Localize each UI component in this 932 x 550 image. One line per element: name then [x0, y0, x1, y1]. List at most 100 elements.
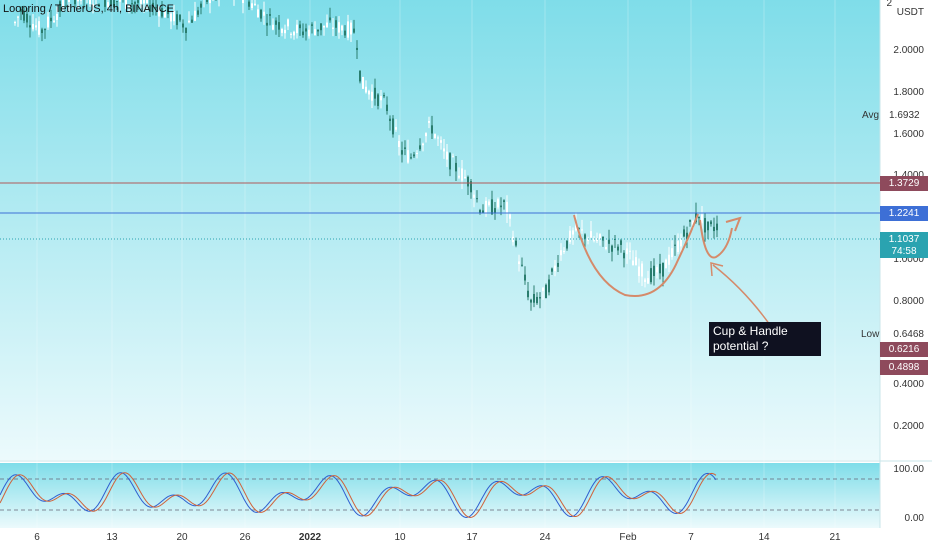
candle-body: [506, 201, 508, 213]
candle-body: [389, 118, 391, 121]
price-tick: 0.2000: [893, 421, 924, 432]
candle-body: [266, 22, 268, 26]
candle-body: [173, 11, 175, 22]
candle-body: [275, 20, 277, 25]
price-tick: 2.0000: [893, 45, 924, 56]
time-tick: 10: [394, 532, 406, 543]
candle-body: [17, 16, 19, 18]
avg-label: Avg: [862, 110, 880, 121]
candle-body: [53, 20, 55, 23]
candle-body: [368, 90, 370, 95]
candle-body: [137, 0, 139, 3]
candle-body: [341, 25, 343, 31]
candle-body: [644, 279, 646, 283]
candle-body: [254, 3, 256, 5]
candle-body: [620, 240, 622, 245]
candle-body: [452, 156, 454, 158]
candle-body: [548, 279, 550, 293]
candle-body: [680, 239, 682, 247]
candle-body: [656, 267, 658, 273]
pointer-arrow: [712, 264, 771, 326]
candle-body: [170, 13, 172, 22]
candle-body: [482, 210, 484, 213]
candle-body: [320, 23, 322, 31]
candle-body: [434, 134, 436, 139]
cup-handle-annotation[interactable]: Cup & Handle potential ?: [709, 322, 821, 356]
candle-body: [281, 29, 283, 33]
candle-body: [428, 120, 430, 123]
price-tick: 1.6000: [893, 129, 924, 140]
candle-body: [353, 28, 355, 33]
candle-body: [443, 148, 445, 152]
candle-body: [464, 176, 466, 178]
candle-body: [305, 28, 307, 32]
candle-body: [425, 133, 427, 137]
candle-body: [308, 29, 310, 37]
candle-body: [128, 5, 130, 8]
candle-body: [524, 274, 526, 281]
candle-body: [356, 47, 358, 50]
candle-body: [593, 238, 595, 241]
candle-body: [377, 94, 379, 106]
time-tick: 24: [539, 532, 551, 543]
candle-body: [206, 0, 208, 2]
candle-body: [494, 208, 496, 214]
candle-body: [56, 13, 58, 20]
pointer-arrowhead: [710, 262, 724, 277]
candle-body: [503, 200, 505, 203]
candle-body: [467, 176, 469, 187]
candle-body: [287, 19, 289, 27]
candle-body: [404, 147, 406, 149]
candle-body: [182, 23, 184, 28]
candle-body: [365, 86, 367, 93]
candle-body: [509, 214, 511, 219]
price-tag-last: 1.1037: [880, 232, 928, 247]
candle-body: [455, 162, 457, 172]
candle-body: [617, 246, 619, 251]
time-tick: 2022: [298, 532, 322, 543]
candle-body: [257, 9, 259, 18]
candle-body: [479, 210, 481, 213]
candle-body: [29, 25, 31, 28]
candle-body: [446, 151, 448, 160]
candle-body: [530, 299, 532, 303]
candle-body: [125, 0, 127, 9]
candle-body: [107, 2, 109, 7]
time-tick: 13: [106, 532, 118, 543]
candle-body: [47, 16, 49, 28]
candle-body: [155, 7, 157, 9]
candle-body: [176, 14, 178, 26]
candle-body: [302, 31, 304, 36]
candle-body: [20, 8, 22, 12]
price-tag-resistance: 1.3729: [880, 176, 928, 191]
candle-body: [338, 22, 340, 33]
candle-body: [545, 284, 547, 299]
candle-body: [146, 0, 148, 4]
candle-body: [272, 24, 274, 30]
candle-body: [188, 20, 190, 23]
candle-body: [716, 223, 718, 231]
candle-body: [500, 205, 502, 208]
candle-body: [167, 6, 169, 15]
candle-body: [260, 9, 262, 19]
candle-body: [44, 29, 46, 31]
candle-body: [38, 21, 40, 35]
candle-body: [191, 19, 193, 23]
candles: [14, 0, 718, 311]
candle-body: [335, 20, 337, 28]
candle-body: [629, 250, 631, 252]
candle-body: [608, 239, 610, 244]
candle-body: [611, 245, 613, 252]
price-tick: 1.8000: [893, 87, 924, 98]
candle-body: [605, 247, 607, 250]
candle-body: [179, 14, 181, 21]
candle-body: [410, 157, 412, 159]
candle-body: [677, 241, 679, 253]
candle-body: [344, 30, 346, 36]
candle-body: [14, 21, 16, 24]
candle-body: [473, 194, 475, 198]
candle-body: [584, 234, 586, 240]
candle-body: [653, 265, 655, 276]
candle-body: [98, 4, 100, 7]
